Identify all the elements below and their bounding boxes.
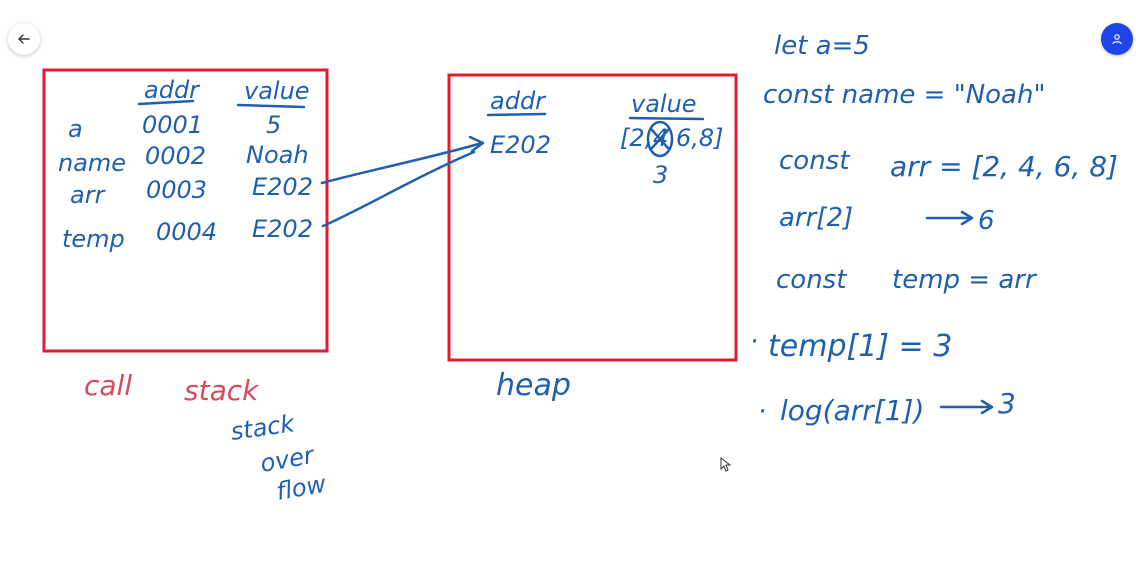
stack-overflow-line1: stack — [229, 409, 297, 446]
code-line-7-bullet: · — [758, 397, 766, 427]
code-line-6-bullet: · — [750, 327, 758, 357]
heap-value-header: value — [631, 90, 697, 118]
code-line-5-keyword: const — [776, 265, 847, 295]
heap-entry-addr: E202 — [490, 131, 551, 159]
call-stack-box — [42, 68, 329, 353]
stack-row-arr-value: E202 — [252, 173, 313, 201]
mouse-pointer-icon — [720, 457, 732, 472]
stack-row-a-value: 5 — [266, 111, 281, 139]
stack-row-arr-addr: 0003 — [146, 176, 207, 204]
profile-button[interactable] — [1101, 23, 1133, 55]
user-icon — [1112, 34, 1122, 45]
stack-row-temp-value: E202 — [252, 215, 313, 243]
code-line-6: temp[1] = 3 — [768, 329, 952, 364]
back-button[interactable] — [8, 23, 40, 55]
stack-row-name-addr: 0002 — [145, 142, 206, 170]
heap-entry-value-replacement: 3 — [653, 161, 668, 189]
stack-row-a-addr: 0001 — [142, 111, 203, 139]
heap-box — [447, 73, 738, 362]
code-line-2: const name = "Noah" — [763, 80, 1045, 110]
arrowhead-4 — [960, 210, 974, 226]
code-line-7-expr: log(arr[1]) — [780, 394, 924, 427]
code-line-4-expr: arr[2] — [779, 203, 853, 233]
stack-row-name-value: Noah — [246, 141, 309, 169]
call-stack-label-call: call — [84, 369, 132, 402]
arrow-left-icon — [18, 34, 30, 44]
stack-row-a-name: a — [68, 115, 83, 143]
arrowhead-1 — [468, 135, 485, 153]
heap-entry-value-end: 6,8] — [676, 124, 724, 152]
code-line-3-keyword: const — [779, 146, 850, 176]
call-stack-value-underline — [236, 103, 306, 109]
heap-value-underline — [628, 116, 705, 121]
heap-addr-header: addr — [490, 87, 547, 115]
arr-reference-arrow — [320, 141, 484, 185]
stack-row-temp-name: temp — [62, 225, 125, 253]
call-stack-addr-header: addr — [144, 76, 201, 104]
code-line-7-result: 3 — [998, 387, 1016, 420]
cross-stroke-2 — [650, 128, 670, 150]
stack-row-temp-addr: 0004 — [156, 218, 217, 246]
heap-addr-underline — [486, 112, 547, 117]
call-stack-value-header: value — [244, 77, 310, 105]
stack-overflow-line3: flow — [274, 470, 328, 506]
stack-row-name-name: name — [58, 149, 126, 177]
temp-reference-arrow — [321, 150, 476, 228]
code-line-3-rest: arr = [2, 4, 6, 8] — [890, 150, 1118, 183]
heap-label: heap — [496, 368, 571, 403]
call-stack-addr-underline — [137, 99, 195, 106]
code-line-1: let a=5 — [774, 31, 870, 61]
crossed-out-circle — [646, 120, 674, 158]
arrowhead-7 — [980, 399, 994, 415]
code-line-4-result: 6 — [978, 206, 995, 236]
stack-row-arr-name: arr — [70, 181, 107, 209]
call-stack-label-stack: stack — [184, 374, 260, 407]
code-line-5-rest: temp = arr — [892, 265, 1038, 295]
